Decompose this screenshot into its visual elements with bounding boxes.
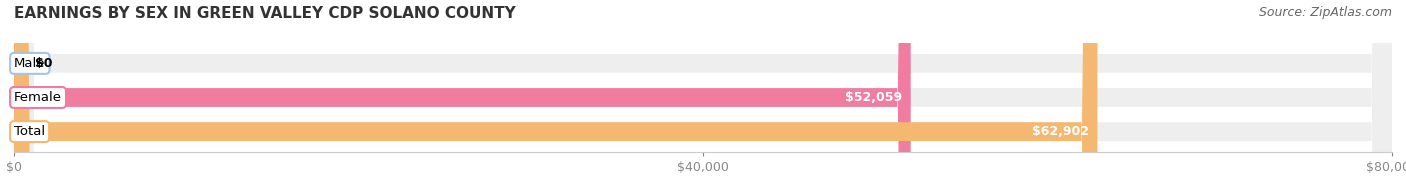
- Text: EARNINGS BY SEX IN GREEN VALLEY CDP SOLANO COUNTY: EARNINGS BY SEX IN GREEN VALLEY CDP SOLA…: [14, 6, 516, 21]
- Text: Source: ZipAtlas.com: Source: ZipAtlas.com: [1258, 6, 1392, 19]
- Text: Total: Total: [14, 125, 45, 138]
- FancyBboxPatch shape: [14, 0, 911, 195]
- Text: Female: Female: [14, 91, 62, 104]
- FancyBboxPatch shape: [14, 0, 1392, 195]
- Text: $52,059: $52,059: [845, 91, 903, 104]
- Text: Male: Male: [14, 57, 45, 70]
- FancyBboxPatch shape: [14, 0, 1392, 195]
- FancyBboxPatch shape: [14, 0, 1392, 195]
- FancyBboxPatch shape: [14, 0, 1098, 195]
- Text: $0: $0: [35, 57, 52, 70]
- Text: $62,902: $62,902: [1032, 125, 1088, 138]
